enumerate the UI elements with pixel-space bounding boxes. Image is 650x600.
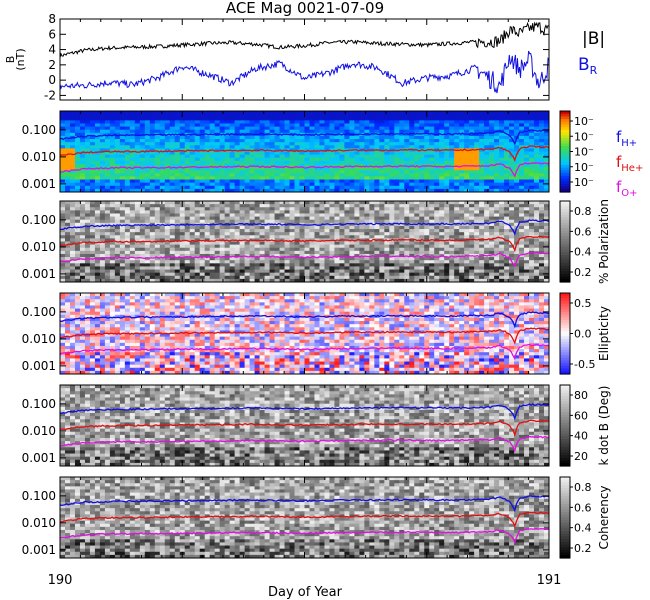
- legend-b: |B| BR: [578, 29, 605, 77]
- y-tick-label: 0.100: [22, 489, 56, 503]
- x-axis-label: Day of Year: [268, 585, 343, 600]
- y-tick-label: 2: [48, 58, 56, 72]
- y-axis-label: B: [4, 56, 17, 64]
- legend-b-radial: BR: [578, 55, 598, 77]
- gyro-line-0: [60, 495, 549, 513]
- gyro-line-0: [60, 311, 549, 329]
- series-line-1: [60, 50, 549, 94]
- gyro-line-0: [60, 403, 549, 421]
- colorbar-tick-label: -0.5: [574, 358, 595, 371]
- colorbar-tick-label: 10⁻: [574, 146, 594, 159]
- x-tick-label-191: 191: [537, 573, 562, 588]
- y-tick-label: 0.100: [22, 305, 56, 319]
- gyro-line-2: [60, 435, 549, 453]
- legend-f-he: fHe+: [616, 153, 643, 174]
- colorbar-tick-label: 20: [574, 450, 588, 463]
- colorbar-tick-label: 0.0: [574, 328, 592, 341]
- gyro-line-2: [60, 527, 549, 545]
- gyro-line-1: [60, 145, 549, 163]
- y-tick-label: 0.001: [22, 359, 56, 373]
- colorbar-tick-label: 0.6: [574, 225, 592, 238]
- colorbar-tick-label: 10⁻: [574, 161, 594, 174]
- colorbar-tick-label: 0.2: [574, 542, 592, 555]
- y-tick-label: 0.001: [22, 543, 56, 557]
- y-tick-label: 0: [48, 73, 56, 87]
- colorbar-tick-label: 0.8: [574, 481, 592, 494]
- series-line-0: [60, 21, 549, 58]
- gyro-line-1: [60, 235, 549, 253]
- gyro-line-1: [60, 511, 549, 529]
- y-tick-label: 0.010: [22, 240, 56, 254]
- y-tick-label: 0.010: [22, 424, 56, 438]
- y-tick-label: 0.100: [22, 213, 56, 227]
- colorbar-tick-label: 0.2: [574, 266, 592, 279]
- colorbar-tick-label: 40: [574, 430, 588, 443]
- gyro-line-0: [60, 219, 549, 236]
- y-tick-label: 4: [48, 43, 56, 57]
- panel-4: 80 60 40 20 k dot B (Deg) 0.100 0.010 0.001: [22, 384, 611, 467]
- panel-0: 86 420-2 B(nT): [4, 12, 550, 102]
- panel-2: 0.8 0.6 0.4 0.2 % Polarization 0.100 0.010 0.00…: [22, 199, 611, 284]
- panel-5: 0.8 0.6 0.4 0.2 Coherency 0.100 0.010 0.001: [22, 476, 611, 559]
- gyro-line-2: [60, 251, 549, 267]
- legend-f-h: fH+: [616, 128, 637, 149]
- panel-1: 10⁻ 10⁻ 10⁻ 10⁻ 10⁻ 0.100 0.010 0.001: [22, 110, 594, 193]
- y-tick-label: 0.010: [22, 150, 56, 164]
- y-tick-label: 6: [48, 27, 56, 41]
- x-tick-label-190: 190: [48, 573, 73, 588]
- y-tick-label: -2: [44, 88, 56, 102]
- colorbar-1: 10⁻ 10⁻ 10⁻ 10⁻ 10⁻: [559, 110, 594, 193]
- colorbar-tick-label: 10⁻: [574, 176, 594, 189]
- panels: 86420-2B(nT)10⁻10⁻10⁻10⁻10⁻0.1000.0100.0…: [4, 12, 611, 559]
- colorbar-title: Ellipticity: [597, 306, 611, 361]
- colorbar-tick-label: 60: [574, 409, 588, 422]
- gyro-line-1: [60, 419, 549, 437]
- legend-b-magnitude: |B|: [582, 29, 605, 49]
- y-tick-label: 0.001: [22, 451, 56, 465]
- legend-f-o: fO+: [616, 178, 638, 199]
- gyro-line-2: [60, 162, 549, 178]
- panel-frame: [59, 18, 550, 101]
- colorbar-tick-label: 80: [574, 389, 588, 402]
- colorbar-title: % Polarization: [597, 199, 611, 284]
- colorbar-2: 0.8 0.6 0.4 0.2 % Polarization: [559, 199, 611, 284]
- y-axis-label-units: (nT): [14, 48, 27, 70]
- colorbar-tick-label: 0.6: [574, 501, 592, 514]
- y-tick-label: 0.001: [22, 267, 56, 281]
- colorbar-tick-label: 0.4: [574, 246, 592, 259]
- legend-gyro: fH+ fHe+ fO+: [616, 128, 643, 199]
- gyro-line-0: [60, 129, 549, 146]
- colorbar-title: Coherency: [597, 485, 611, 549]
- chart-title: ACE Mag 0021-07-09: [226, 0, 384, 17]
- y-tick-label: 0.010: [22, 516, 56, 530]
- y-tick-label: 0.010: [22, 332, 56, 346]
- colorbar-5: 0.8 0.6 0.4 0.2 Coherency: [559, 476, 611, 559]
- y-tick-label: 0.001: [22, 177, 56, 191]
- colorbar-tick-label: 0.4: [574, 522, 592, 535]
- gyro-line-2: [60, 343, 549, 361]
- gyro-line-1: [60, 327, 549, 345]
- y-tick-label: 8: [48, 12, 56, 26]
- y-tick-label: 0.100: [22, 397, 56, 411]
- colorbar-tick-label: 0.5: [574, 297, 592, 310]
- colorbar-4: 80 60 40 20 k dot B (Deg): [559, 384, 611, 467]
- colorbar-tick-label: 10⁻: [574, 130, 594, 143]
- colorbar-tick-label: 0.8: [574, 205, 592, 218]
- colorbar-tick-label: 10⁻: [574, 115, 594, 128]
- colorbar-title: k dot B (Deg): [597, 386, 611, 466]
- y-tick-label: 0.100: [22, 123, 56, 137]
